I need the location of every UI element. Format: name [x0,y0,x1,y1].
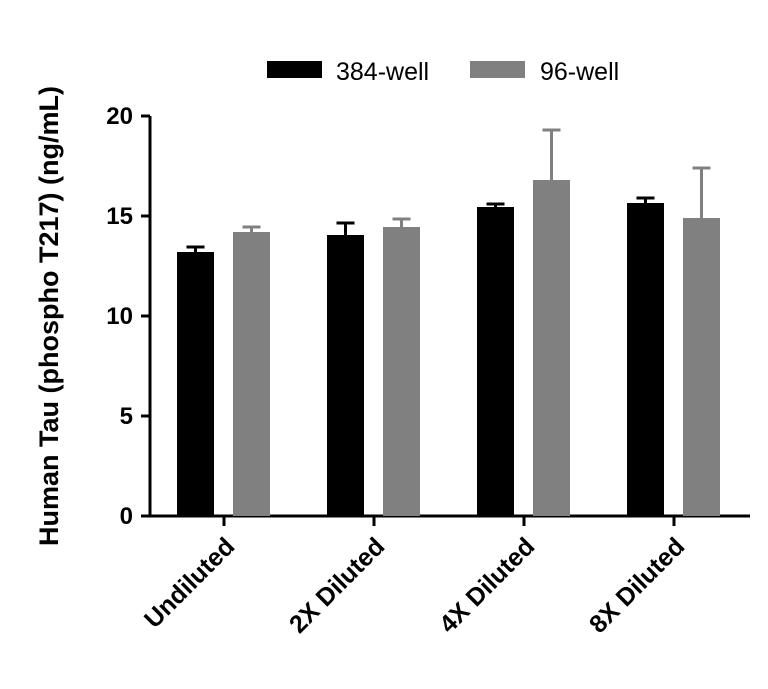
bar-2x-diluted-96-well [383,227,420,516]
category-label-undiluted: Undiluted [139,532,240,633]
y-tick-label-5: 5 [120,403,133,430]
x-category-labels: Undiluted 2X Diluted 4X Diluted 8X Dilut… [139,532,690,638]
bar-undiluted-96-well [233,232,270,516]
y-tick-label-15: 15 [106,203,133,230]
legend-swatch-384-well [267,61,322,78]
y-ticks: 0 5 10 15 20 [106,103,150,530]
bars [177,128,720,516]
category-label-8x-diluted: 8X Diluted [584,532,690,638]
bar-4x-diluted-96-well [533,180,570,516]
category-label-2x-diluted: 2X Diluted [284,532,390,638]
y-tick-label-10: 10 [106,303,133,330]
category-label-4x-diluted: 4X Diluted [434,532,540,638]
x-ticks [222,516,676,526]
y-tick-label-0: 0 [120,503,133,530]
legend-swatch-96-well [470,61,525,78]
bar-undiluted-384-well [177,252,214,516]
bar-2x-diluted-384-well [327,235,364,516]
legend-label-384-well: 384-well [336,58,429,86]
bar-8x-diluted-96-well [683,218,720,516]
y-tick-label-20: 20 [106,103,133,130]
y-axis-title: Human Tau (phospho T217) (ng/mL) [34,86,64,546]
bar-4x-diluted-384-well [477,207,514,516]
bar-8x-diluted-384-well [627,203,664,516]
legend-label-96-well: 96-well [540,58,619,86]
legend: 384-well 96-well [267,58,619,86]
